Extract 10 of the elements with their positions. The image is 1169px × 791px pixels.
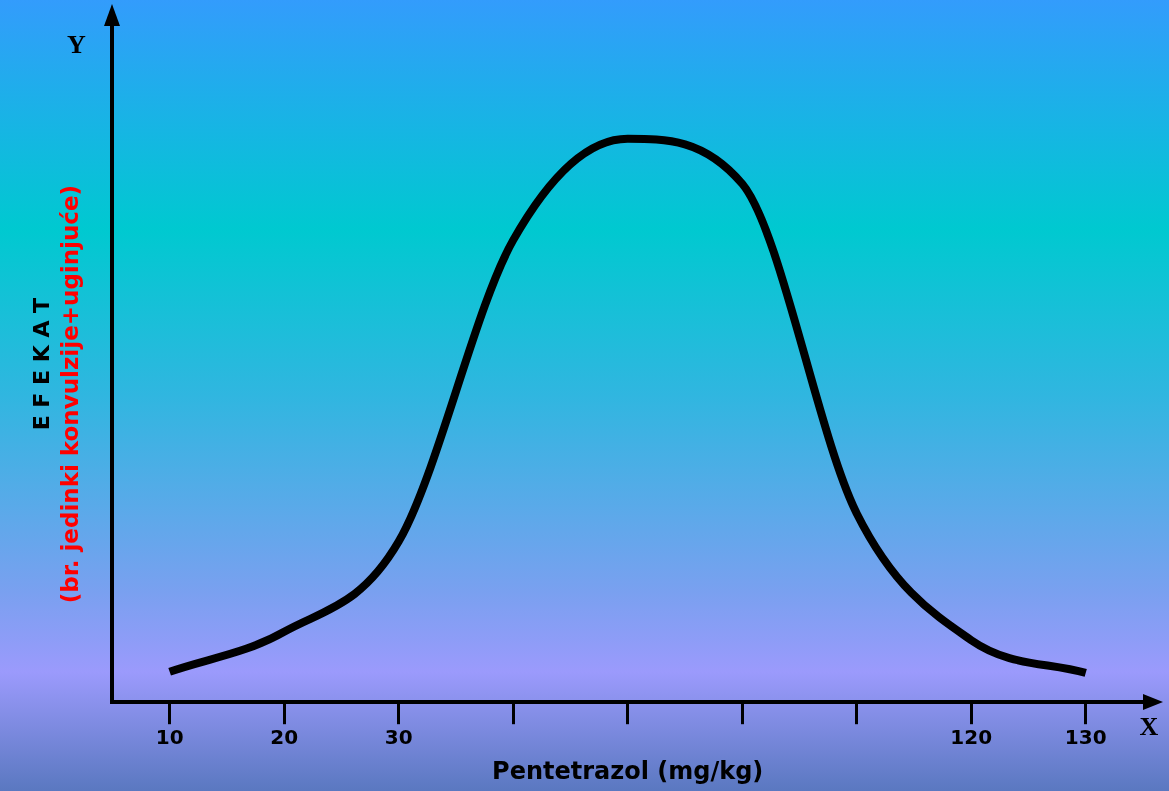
x-tick-label: 30 <box>384 725 413 750</box>
text: Y <box>67 29 87 59</box>
text: X <box>1139 711 1159 741</box>
x-tick-label: 20 <box>270 725 299 750</box>
x-axis-title: Pentetrazol (mg/kg) <box>492 756 764 785</box>
x-tick-label: 130 <box>1064 725 1107 750</box>
x-tick-label: 10 <box>155 725 184 750</box>
y-axis-title: E F E K A T <box>28 297 54 431</box>
x-tick-label: 120 <box>950 725 993 750</box>
text: (br. jedinki konvulzije+uginjuće) <box>57 184 84 604</box>
